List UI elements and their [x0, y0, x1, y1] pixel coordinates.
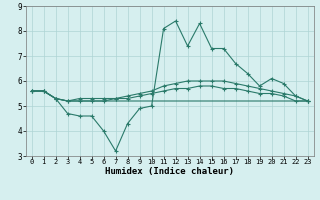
X-axis label: Humidex (Indice chaleur): Humidex (Indice chaleur): [105, 167, 234, 176]
